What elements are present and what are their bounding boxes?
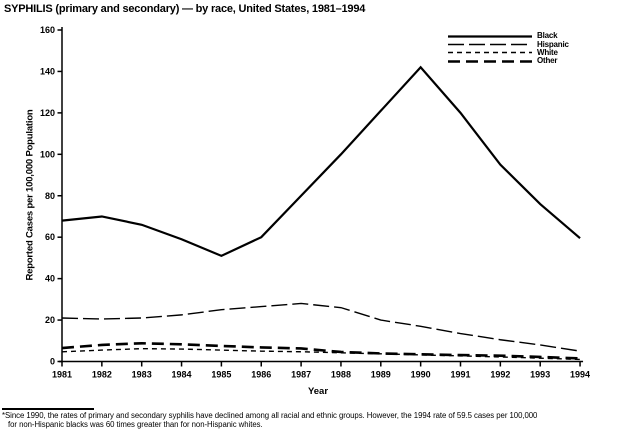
series-line-other (61, 341, 581, 360)
legend-label: White (537, 47, 558, 57)
chart-title: SYPHILIS (primary and secondary) — by ra… (4, 3, 366, 15)
x-tick-label: 1987 (291, 370, 311, 380)
x-tick-label: 1984 (172, 370, 192, 380)
x-tick-label: 1985 (211, 370, 231, 380)
x-tick-label: 1993 (530, 370, 550, 380)
y-tick-label: 140 (40, 66, 55, 76)
legend-line-long-dash-icon (448, 43, 532, 46)
y-tick-label: 0 (50, 357, 55, 367)
legend-entry-other: Other (448, 57, 569, 65)
y-tick-label: 40 (45, 274, 55, 284)
series-line-hispanic (61, 302, 581, 352)
legend-line-thick-dash-icon (448, 60, 532, 63)
legend-line-solid-icon (448, 35, 532, 38)
x-tick-label: 1981 (52, 370, 72, 380)
x-tick-label: 1983 (132, 370, 152, 380)
legend-label: Other (537, 56, 558, 66)
y-tick-label: 160 (40, 25, 55, 35)
legend-label: Black (537, 31, 558, 41)
x-tick-label: 1994 (570, 370, 590, 380)
x-tick-label: 1982 (92, 370, 112, 380)
y-tick-label: 120 (40, 108, 55, 118)
legend-entry-hispanic: Hispanic (448, 40, 569, 48)
footnote-text-line2: for non-Hispanic blacks was 60 times gre… (8, 420, 263, 429)
x-tick-label: 1992 (490, 370, 510, 380)
x-tick-label: 1988 (331, 370, 351, 380)
legend: Black Hispanic White Other (448, 32, 569, 66)
legend-line-short-dash-icon (448, 52, 532, 54)
y-tick-label: 20 (45, 315, 55, 325)
x-tick-label: 1991 (450, 370, 470, 380)
y-tick-label: 80 (45, 191, 55, 201)
y-axis-title: Reported Cases per 100,000 Population (24, 109, 36, 281)
y-tick-label: 100 (40, 149, 55, 159)
x-tick-label: 1990 (411, 370, 431, 380)
footnote-divider (2, 408, 94, 410)
legend-label: Hispanic (537, 39, 569, 49)
x-tick-label: 1986 (251, 370, 271, 380)
series-line-black (61, 65, 581, 258)
x-axis-title: Year (307, 386, 329, 397)
legend-entry-black: Black (448, 32, 569, 40)
y-tick-label: 60 (45, 232, 55, 242)
x-tick-label: 1989 (371, 370, 391, 380)
footnote-text-line1: *Since 1990, the rates of primary and se… (2, 411, 538, 420)
legend-entry-white: White (448, 47, 569, 57)
